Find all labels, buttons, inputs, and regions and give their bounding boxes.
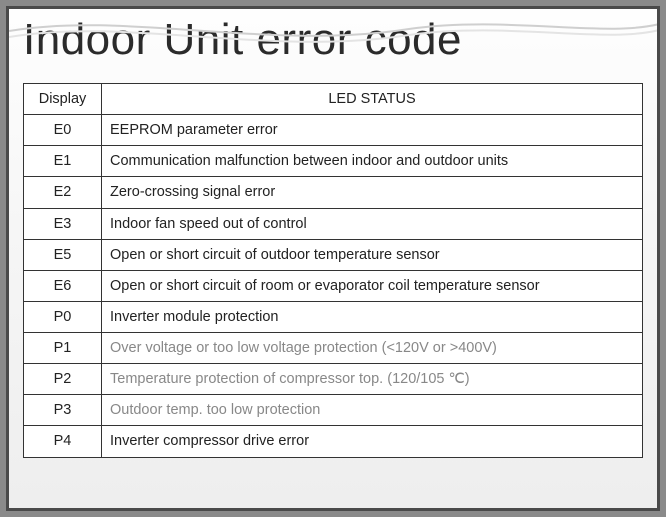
cell-status: EEPROM parameter error bbox=[102, 115, 643, 146]
cell-status: Inverter module protection bbox=[102, 301, 643, 332]
table-row: E2Zero-crossing signal error bbox=[24, 177, 643, 208]
table-row: P4Inverter compressor drive error bbox=[24, 426, 643, 457]
cell-display: E6 bbox=[24, 270, 102, 301]
cell-display: P0 bbox=[24, 301, 102, 332]
cell-display: P3 bbox=[24, 395, 102, 426]
page-title: Indoor Unit error code bbox=[9, 9, 657, 65]
table-row: P1Over voltage or too low voltage protec… bbox=[24, 333, 643, 364]
table-row: E5Open or short circuit of outdoor tempe… bbox=[24, 239, 643, 270]
cell-display: E0 bbox=[24, 115, 102, 146]
cell-status: Outdoor temp. too low protection bbox=[102, 395, 643, 426]
table-row: E6Open or short circuit of room or evapo… bbox=[24, 270, 643, 301]
col-header-display: Display bbox=[24, 84, 102, 115]
table-row: E3Indoor fan speed out of control bbox=[24, 208, 643, 239]
table-row: E0EEPROM parameter error bbox=[24, 115, 643, 146]
cell-status: Indoor fan speed out of control bbox=[102, 208, 643, 239]
table-row: E1Communication malfunction between indo… bbox=[24, 146, 643, 177]
cell-display: E5 bbox=[24, 239, 102, 270]
table-header-row: Display LED STATUS bbox=[24, 84, 643, 115]
cell-status: Zero-crossing signal error bbox=[102, 177, 643, 208]
cell-status: Temperature protection of compressor top… bbox=[102, 364, 643, 395]
cell-display: E1 bbox=[24, 146, 102, 177]
cell-display: P4 bbox=[24, 426, 102, 457]
table-row: P3Outdoor temp. too low protection bbox=[24, 395, 643, 426]
cell-display: E2 bbox=[24, 177, 102, 208]
cell-status: Open or short circuit of outdoor tempera… bbox=[102, 239, 643, 270]
cell-display: P1 bbox=[24, 333, 102, 364]
cell-status: Over voltage or too low voltage protecti… bbox=[102, 333, 643, 364]
slide-frame: Indoor Unit error code Display LED STATU… bbox=[6, 6, 660, 511]
cell-status: Communication malfunction between indoor… bbox=[102, 146, 643, 177]
cell-display: P2 bbox=[24, 364, 102, 395]
table-row: P0Inverter module protection bbox=[24, 301, 643, 332]
error-code-table-wrap: Display LED STATUS E0EEPROM parameter er… bbox=[9, 65, 657, 468]
col-header-status: LED STATUS bbox=[102, 84, 643, 115]
cell-display: E3 bbox=[24, 208, 102, 239]
error-code-table: Display LED STATUS E0EEPROM parameter er… bbox=[23, 83, 643, 458]
cell-status: Inverter compressor drive error bbox=[102, 426, 643, 457]
table-row: P2Temperature protection of compressor t… bbox=[24, 364, 643, 395]
cell-status: Open or short circuit of room or evapora… bbox=[102, 270, 643, 301]
